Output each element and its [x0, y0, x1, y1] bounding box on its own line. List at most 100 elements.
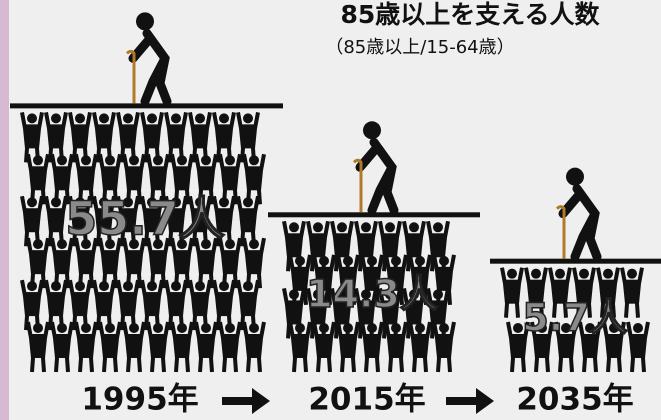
- person-head: [243, 281, 253, 292]
- person-torso: [432, 300, 444, 325]
- person-head: [391, 255, 401, 266]
- person-head: [439, 323, 449, 333]
- person-head: [627, 268, 637, 279]
- person-head: [561, 323, 571, 333]
- platform: [10, 103, 283, 109]
- category-label: 2015年: [308, 382, 425, 418]
- elder-body: [558, 184, 602, 262]
- elder-head: [136, 12, 154, 31]
- person-head: [57, 239, 67, 250]
- person-head: [153, 239, 163, 250]
- person-head: [243, 113, 253, 124]
- person-head: [433, 289, 443, 300]
- person-head: [33, 323, 43, 333]
- elder-head: [363, 121, 381, 140]
- person-torso: [170, 124, 182, 149]
- person-torso: [408, 300, 420, 325]
- person-head: [33, 239, 43, 250]
- person-torso: [560, 334, 572, 358]
- person-torso: [218, 124, 230, 149]
- person-head: [313, 222, 323, 233]
- person-torso: [360, 300, 372, 325]
- person-head: [75, 113, 85, 124]
- person-head: [81, 323, 91, 333]
- person-torso: [170, 292, 182, 317]
- person-head: [57, 323, 67, 333]
- person-torso: [384, 300, 396, 325]
- person-torso: [26, 124, 38, 149]
- person-head: [579, 268, 589, 279]
- person-head: [129, 323, 139, 333]
- person-head: [51, 113, 61, 124]
- person-head: [415, 255, 425, 266]
- person-head: [177, 323, 187, 333]
- person-torso: [104, 250, 116, 275]
- person-head: [415, 323, 425, 333]
- person-torso: [248, 166, 260, 191]
- person-head: [295, 323, 305, 333]
- person-torso: [366, 334, 378, 358]
- person-head: [219, 281, 229, 292]
- person-head: [319, 255, 329, 266]
- person-torso: [152, 166, 164, 191]
- person-torso: [530, 279, 542, 304]
- person-head: [201, 239, 211, 250]
- person-torso: [318, 266, 330, 291]
- person-torso: [390, 334, 402, 358]
- person-head: [171, 197, 181, 208]
- person-torso: [56, 334, 68, 358]
- person-torso: [98, 124, 110, 149]
- person-head: [129, 155, 139, 166]
- person-head: [171, 281, 181, 292]
- category-label: 2035年: [516, 382, 633, 418]
- person-head: [201, 155, 211, 166]
- person-torso: [336, 300, 348, 325]
- person-torso: [104, 334, 116, 358]
- person-head: [219, 113, 229, 124]
- person-head: [391, 323, 401, 333]
- person-torso: [98, 208, 110, 233]
- person-torso: [384, 233, 396, 258]
- person-torso: [342, 266, 354, 291]
- person-torso: [200, 166, 212, 191]
- person-head: [337, 222, 347, 233]
- crowd: [20, 112, 266, 373]
- person-head: [361, 289, 371, 300]
- person-torso: [554, 279, 566, 304]
- person-head: [289, 289, 299, 300]
- person-torso: [80, 166, 92, 191]
- arrow: [222, 388, 494, 414]
- person-torso: [248, 334, 260, 358]
- person-head: [385, 222, 395, 233]
- value-label: 5.7人: [522, 295, 627, 339]
- person-torso: [56, 166, 68, 191]
- person-torso: [176, 166, 188, 191]
- person-torso: [336, 233, 348, 258]
- person-head: [243, 197, 253, 208]
- person-head: [81, 239, 91, 250]
- person-torso: [26, 208, 38, 233]
- person-torso: [50, 292, 62, 317]
- person-torso: [242, 124, 254, 149]
- person-head: [319, 323, 329, 333]
- side-strip: [0, 0, 9, 420]
- person-head: [249, 323, 259, 333]
- person-head: [531, 268, 541, 279]
- elder-cane: [125, 49, 136, 104]
- person-torso: [602, 279, 614, 304]
- person-torso: [294, 266, 306, 291]
- person-head: [433, 222, 443, 233]
- person-torso: [218, 208, 230, 233]
- person-torso: [288, 300, 300, 325]
- person-head: [123, 113, 133, 124]
- value-label: 55.7人: [65, 192, 225, 246]
- person-torso: [506, 279, 518, 304]
- person-torso: [536, 334, 548, 358]
- person-torso: [98, 292, 110, 317]
- person-torso: [170, 208, 182, 233]
- person-head: [219, 197, 229, 208]
- person-head: [313, 289, 323, 300]
- person-head: [225, 239, 235, 250]
- chart-title: 85歳以上を支える人数: [340, 0, 600, 29]
- person-torso: [312, 233, 324, 258]
